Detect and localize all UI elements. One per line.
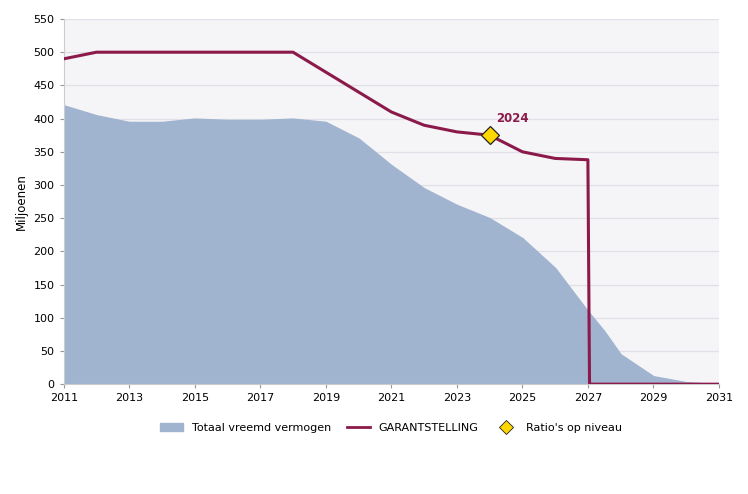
Text: 2024: 2024 bbox=[496, 112, 529, 125]
Legend: Totaal vreemd vermogen, GARANTSTELLING, Ratio's op niveau: Totaal vreemd vermogen, GARANTSTELLING, … bbox=[156, 418, 627, 437]
Y-axis label: Miljoenen: Miljoenen bbox=[15, 173, 28, 230]
